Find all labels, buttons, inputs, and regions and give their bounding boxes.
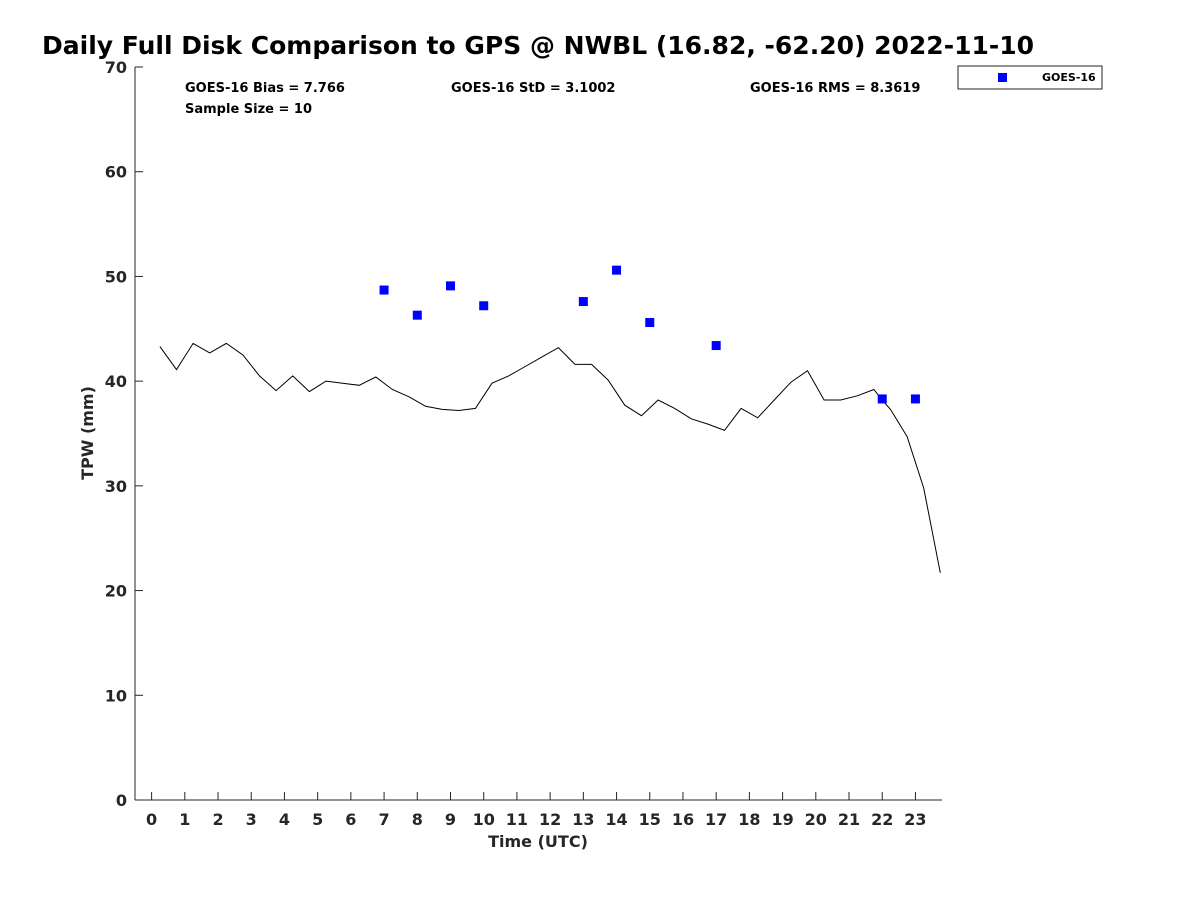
x-tick-label: 7 [379,810,390,829]
x-tick-label: 8 [412,810,423,829]
y-tick-label: 70 [105,58,127,77]
y-tick-label: 20 [105,582,127,601]
x-tick-label: 10 [473,810,495,829]
chart-title: Daily Full Disk Comparison to GPS @ NWBL… [42,31,1034,60]
goes16-data-point [379,285,389,295]
goes16-data-point [877,394,887,404]
series-layer [159,265,941,573]
x-tick-label: 13 [572,810,594,829]
x-axis-label: Time (UTC) [488,832,588,851]
y-axis-label: TPW (mm) [78,386,97,480]
legend-label: GOES-16 [1042,71,1096,84]
x-tick-label: 14 [605,810,627,829]
x-tick-label: 19 [771,810,793,829]
goes16-data-point [612,265,622,275]
x-tick-label: 20 [805,810,827,829]
x-tick-label: 12 [539,810,561,829]
goes16-data-point [412,310,422,320]
x-tick-label: 15 [639,810,661,829]
x-tick-label: 17 [705,810,727,829]
y-tick-label: 50 [105,267,127,286]
goes16-data-point [711,341,721,351]
x-tick-label: 4 [279,810,290,829]
legend-marker [998,73,1007,82]
x-tick-label: 3 [246,810,257,829]
y-tick-label: 40 [105,372,127,391]
gps-series-line [159,342,941,573]
rms-stat: GOES-16 RMS = 8.3619 [750,81,920,96]
x-tick-label: 22 [871,810,893,829]
goes16-data-point [645,318,655,328]
x-tick-label: 0 [146,810,157,829]
legend: GOES-16 [957,65,1103,90]
std-stat: GOES-16 StD = 3.1002 [451,81,615,96]
legend-box [957,65,1103,90]
x-tick-label: 2 [212,810,223,829]
plot-area [134,67,942,801]
goes16-data-point [578,297,588,307]
goes16-data-point [445,281,455,291]
x-tick-label: 9 [445,810,456,829]
y-tick-label: 60 [105,163,127,182]
bias-stat: GOES-16 Bias = 7.766 [185,81,345,96]
x-tick-label: 16 [672,810,694,829]
x-tick-label: 1 [179,810,190,829]
y-tick-label: 0 [116,791,127,810]
x-tick-label: 11 [506,810,528,829]
x-tick-label: 5 [312,810,323,829]
y-tick-label: 10 [105,686,127,705]
x-ticks: 0 1 2 3 4 5 6 7 8 9 10 11 12 13 14 15 16 17 18 19 20 21 22 23 [146,792,927,829]
x-tick-label: 23 [904,810,926,829]
goes16-data-point [479,301,489,311]
y-ticks: 0 10 20 30 40 50 60 70 [105,58,143,810]
x-tick-label: 18 [738,810,760,829]
y-tick-label: 30 [105,477,127,496]
x-tick-label: 21 [838,810,860,829]
x-tick-label: 6 [345,810,356,829]
sample-size-stat: Sample Size = 10 [185,102,312,117]
goes16-data-point [910,394,920,404]
